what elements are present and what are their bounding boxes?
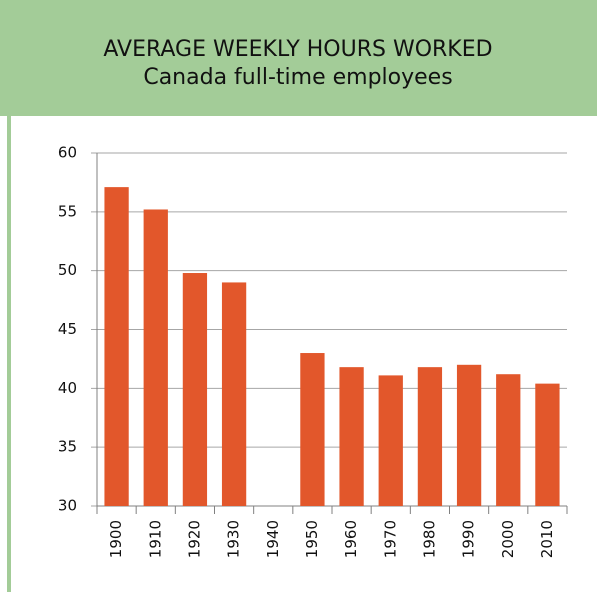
- chart-subtitle: Canada full-time employees: [143, 65, 452, 90]
- bar: [456, 364, 482, 506]
- x-tick-label: 2000: [499, 520, 517, 558]
- x-tick-label: 1930: [225, 520, 243, 558]
- bar: [535, 383, 560, 506]
- x-tick-label: 1940: [264, 520, 282, 558]
- y-tick-label: 55: [58, 202, 77, 220]
- bar: [300, 353, 325, 506]
- x-tick-label: 1950: [303, 520, 321, 558]
- bar: [378, 375, 403, 506]
- x-tick-label: 1980: [420, 520, 438, 558]
- bar: [339, 367, 364, 506]
- bar: [417, 367, 443, 506]
- x-tick-label: 1960: [342, 520, 360, 558]
- x-tick-label: 1900: [107, 520, 125, 558]
- bar: [104, 187, 129, 506]
- bar: [221, 282, 247, 506]
- bar: [496, 374, 521, 506]
- bar: [143, 209, 168, 507]
- side-border: [7, 116, 11, 592]
- x-tick-label: 1910: [146, 520, 164, 558]
- y-tick-label: 40: [58, 379, 77, 397]
- x-tick-label: 2010: [538, 520, 556, 558]
- bar: [182, 273, 208, 506]
- x-tick-label: 1970: [381, 520, 399, 558]
- y-tick-label: 50: [58, 261, 77, 279]
- y-tick-label: 45: [58, 320, 77, 338]
- chart-title: AVERAGE WEEKLY HOURS WORKED: [103, 37, 492, 62]
- y-tick-label: 60: [58, 144, 77, 162]
- y-tick-label: 30: [58, 497, 77, 515]
- header-band: [0, 0, 597, 116]
- y-tick-label: 35: [58, 438, 77, 456]
- x-tick-label: 1920: [185, 520, 203, 558]
- x-tick-label: 1990: [460, 520, 478, 558]
